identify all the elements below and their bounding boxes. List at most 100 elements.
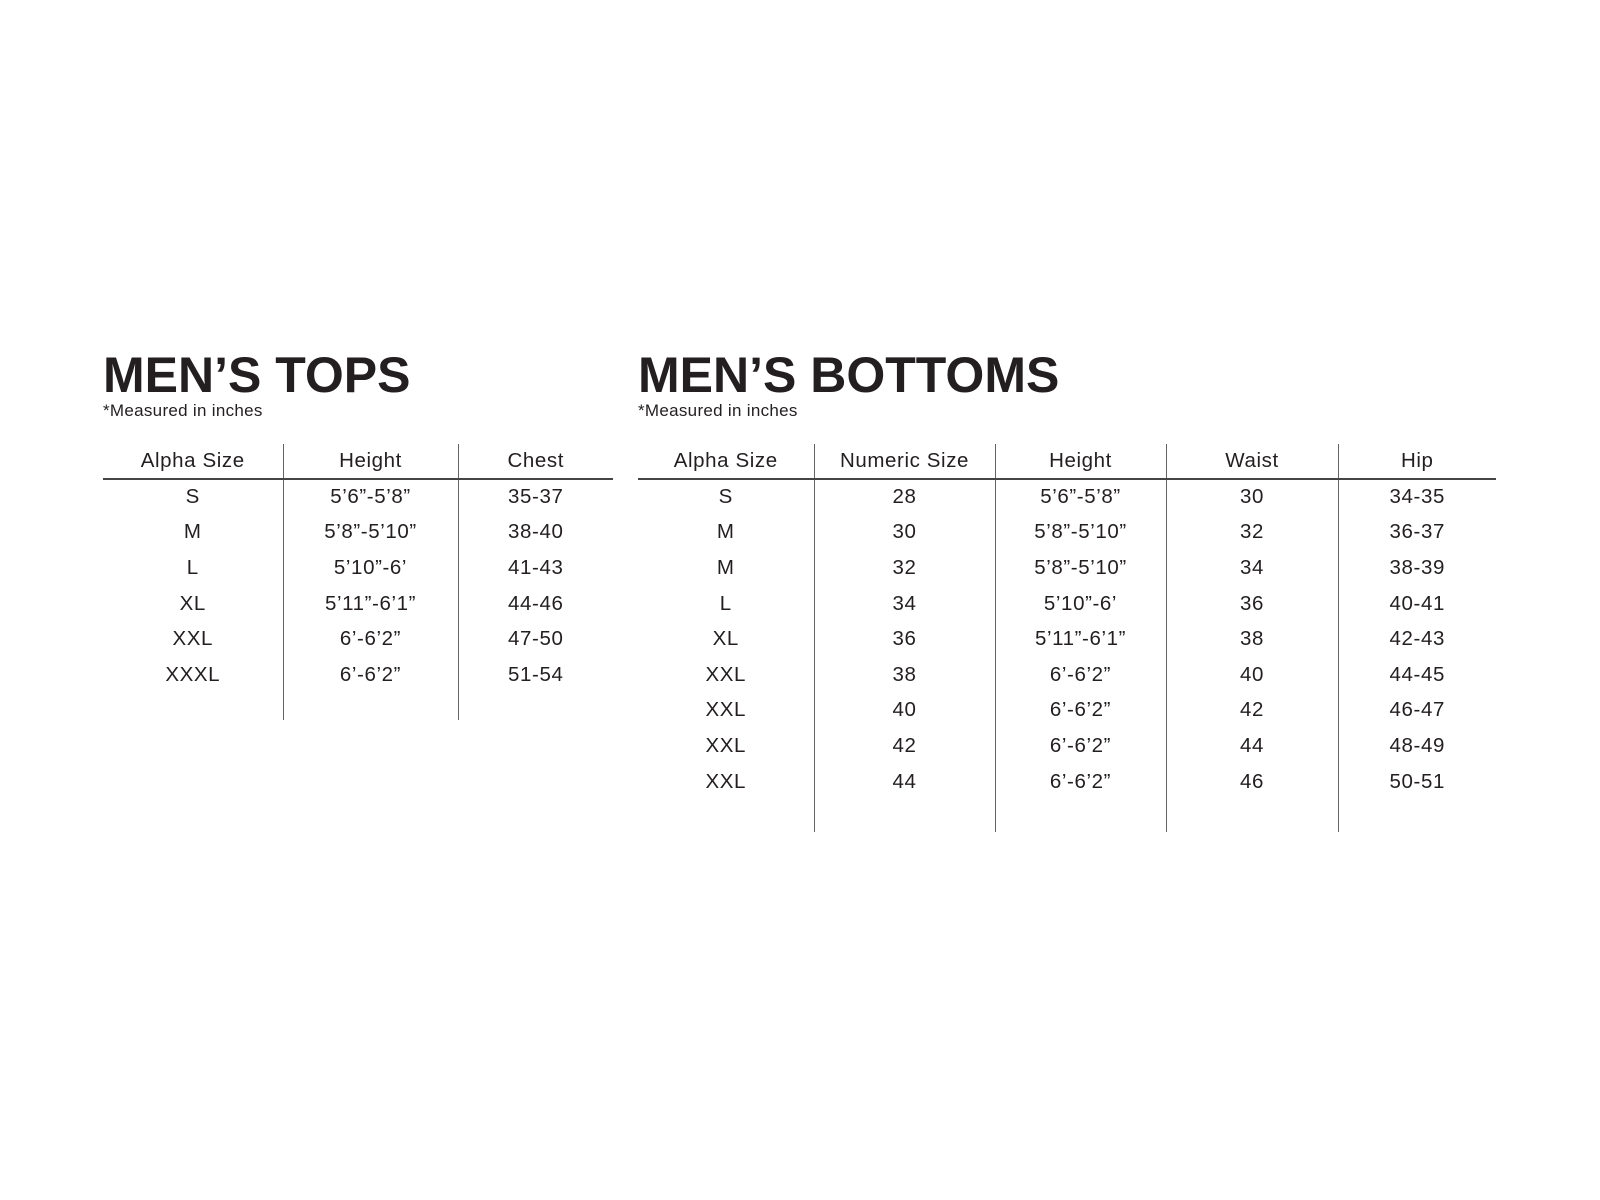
- table-cell: 5’6”-5’8”: [282, 479, 458, 515]
- table-cell: 50-51: [1337, 763, 1496, 800]
- table-cell: 32: [1165, 514, 1338, 551]
- table-cell: 38: [813, 656, 995, 693]
- spacer-cell: [1165, 799, 1338, 833]
- table-cell: 6’-6’2”: [282, 656, 458, 693]
- table-row: XXL 6’-6’2” 47-50: [103, 621, 613, 657]
- table-cell: S: [718, 485, 733, 509]
- table-cell: 36: [813, 621, 995, 657]
- table-cell: 6’-6’2”: [994, 728, 1166, 764]
- table-row: XXL 38 6’-6’2” 40 44-45: [638, 656, 1496, 693]
- table-cell: 44: [813, 763, 995, 800]
- table-row: M 5’8”-5’10” 38-40: [103, 514, 613, 551]
- table-cell: 5’11”-6’1”: [282, 585, 458, 622]
- table-cell: 38: [1165, 621, 1338, 657]
- mens-tops-title: MEN’S TOPS: [103, 347, 411, 403]
- mens-tops-measured-note: *Measured in inches: [103, 401, 263, 420]
- column-header: Height: [282, 444, 458, 480]
- table-cell: 34: [1165, 550, 1338, 586]
- table-cell: 32: [813, 550, 995, 586]
- table-row: XXXL 6’-6’2” 51-54: [103, 656, 613, 693]
- table-cell: 46-47: [1337, 692, 1496, 729]
- table-cell: L: [719, 591, 732, 615]
- table-spacer-row: [638, 799, 1496, 833]
- table-cell: 5’6”-5’8”: [994, 479, 1166, 515]
- mens-bottoms-section: MEN’S BOTTOMS *Measured in inches Alpha …: [638, 347, 1496, 833]
- table-cell: 42: [813, 728, 995, 764]
- table-cell: 40: [813, 692, 995, 729]
- table-cell: M: [183, 520, 202, 544]
- spacer-cell: [994, 799, 1166, 833]
- column-header: Waist: [1165, 444, 1338, 480]
- table-cell: 48-49: [1337, 728, 1496, 764]
- table-cell: 34-35: [1337, 479, 1496, 515]
- table-cell: 5’11”-6’1”: [994, 621, 1166, 657]
- mens-bottoms-title: MEN’S BOTTOMS: [638, 347, 1060, 403]
- table-row: L 5’10”-6’ 41-43: [103, 550, 613, 586]
- table-cell: XXL: [705, 769, 747, 793]
- table-spacer-row: [103, 692, 613, 720]
- mens-tops-section: MEN’S TOPS *Measured in inches Alpha Siz…: [103, 350, 613, 720]
- column-header: Hip: [1337, 444, 1496, 480]
- table-cell: M: [716, 555, 735, 579]
- spacer-cell: [457, 692, 613, 720]
- table-row: XXL 40 6’-6’2” 42 46-47: [638, 692, 1496, 729]
- table-cell: XL: [179, 591, 206, 615]
- table-cell: S: [185, 485, 200, 509]
- table-cell: 38-39: [1337, 550, 1496, 586]
- table-cell: 36-37: [1337, 514, 1496, 551]
- table-cell: XXXL: [165, 662, 221, 686]
- table-cell: 38-40: [457, 514, 613, 551]
- spacer-cell: [1337, 799, 1496, 833]
- table-cell: XXL: [172, 627, 214, 651]
- table-cell: 5’8”-5’10”: [282, 514, 458, 551]
- table-cell: 41-43: [457, 550, 613, 586]
- table-cell: 6’-6’2”: [282, 621, 458, 657]
- table-cell: 35-37: [457, 479, 613, 515]
- header-row: Alpha Size Height Chest: [103, 444, 613, 480]
- table-cell: 42-43: [1337, 621, 1496, 657]
- table-cell: 6’-6’2”: [994, 692, 1166, 729]
- spacer-cell: [282, 692, 458, 720]
- mens-tops-table: Alpha Size Height Chest S 5’6”-5’8” 35-37 M 5’8…: [103, 444, 613, 720]
- table-row: S 28 5’6”-5’8” 30 34-35: [638, 479, 1496, 515]
- table-cell: 36: [1165, 585, 1338, 622]
- table-cell: 40: [1165, 656, 1338, 693]
- table-row: L 34 5’10”-6’ 36 40-41: [638, 585, 1496, 622]
- table-cell: 47-50: [457, 621, 613, 657]
- table-cell: 30: [813, 514, 995, 551]
- table-row: XL 5’11”-6’1” 44-46: [103, 585, 613, 622]
- spacer-cell: [638, 799, 814, 832]
- table-cell: XXL: [705, 698, 747, 722]
- table-cell: 40-41: [1337, 585, 1496, 622]
- table-row: S 5’6”-5’8” 35-37: [103, 479, 613, 515]
- column-header: Alpha Size: [638, 444, 814, 480]
- column-header: Height: [994, 444, 1166, 480]
- table-cell: L: [186, 555, 199, 579]
- table-cell: 51-54: [457, 656, 613, 693]
- table-row: M 30 5’8”-5’10” 32 36-37: [638, 514, 1496, 551]
- table-cell: 5’10”-6’: [994, 585, 1166, 622]
- table-cell: 28: [813, 479, 995, 515]
- table-cell: 5’10”-6’: [282, 550, 458, 586]
- mens-bottoms-table: Alpha Size Numeric Size Height Waist Hip S 28 5…: [638, 444, 1496, 833]
- table-cell: 6’-6’2”: [994, 656, 1166, 693]
- table-cell: 44-46: [457, 585, 613, 622]
- table-cell: 6’-6’2”: [994, 763, 1166, 800]
- column-header: Numeric Size: [813, 444, 995, 480]
- table-row: M 32 5’8”-5’10” 34 38-39: [638, 550, 1496, 586]
- table-row: XXL 42 6’-6’2” 44 48-49: [638, 728, 1496, 764]
- mens-bottoms-measured-note: *Measured in inches: [638, 401, 798, 420]
- table-cell: 46: [1165, 763, 1338, 800]
- table-cell: M: [716, 520, 735, 544]
- column-header: Alpha Size: [103, 444, 283, 480]
- table-cell: 44-45: [1337, 656, 1496, 693]
- column-header: Chest: [457, 444, 613, 480]
- table-cell: 34: [813, 585, 995, 622]
- table-cell: 30: [1165, 479, 1338, 515]
- table-cell: XXL: [705, 733, 747, 757]
- table-cell: 5’8”-5’10”: [994, 550, 1166, 586]
- table-cell: XL: [712, 627, 739, 651]
- spacer-cell: [813, 799, 995, 833]
- table-cell: 42: [1165, 692, 1338, 729]
